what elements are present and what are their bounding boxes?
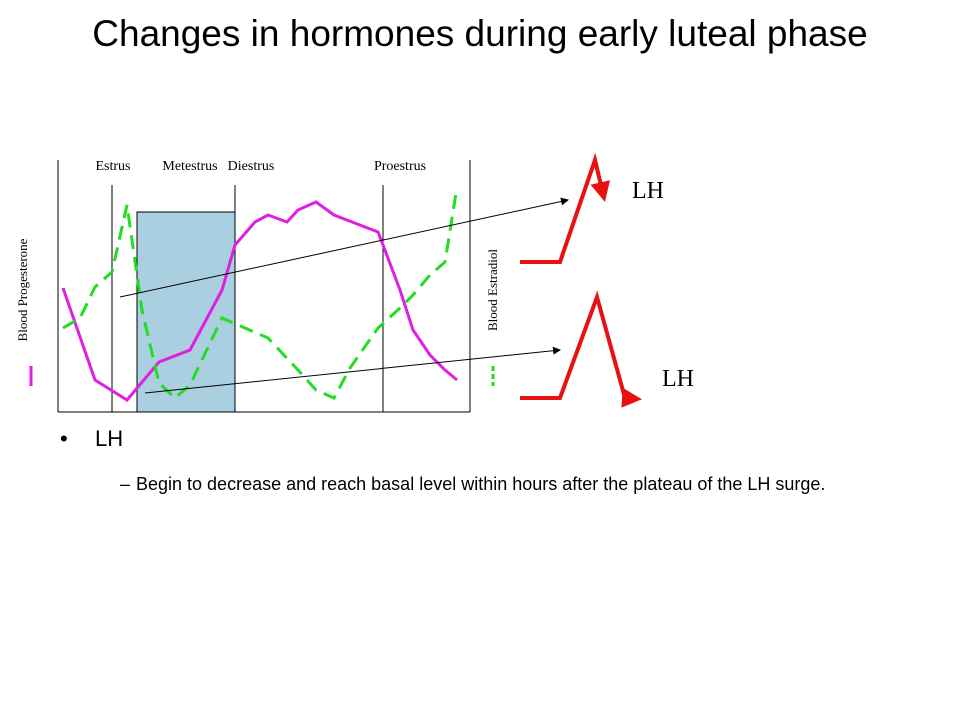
progesterone-curve: [61, 200, 458, 402]
sub-bullet-text: Begin to decrease and reach basal level …: [136, 474, 826, 494]
phase-label: Metestrus: [162, 159, 217, 174]
sub-bullet: – Begin to decrease and reach basal level…: [120, 468, 880, 501]
axis-title: Blood Estradiol: [485, 249, 500, 331]
phase-labels: Estrus Metestrus Diestrus Proestrus: [96, 159, 427, 174]
shaded-phase: [136, 211, 236, 413]
pointer-arrow: [119, 197, 569, 298]
frame: [57, 160, 471, 413]
phase-label: Proestrus: [374, 159, 426, 174]
bullet-text: LH: [95, 426, 124, 451]
lh-label: LH: [662, 366, 694, 392]
axis-title: Blood Progesterone: [15, 238, 30, 341]
estradiol-curve: [62, 186, 459, 401]
phase-label: Diestrus: [228, 159, 275, 174]
phase-label: Estrus: [96, 159, 131, 174]
lh-label: LH: [632, 178, 664, 204]
pointer-arrow: [144, 346, 561, 394]
slide-title: Changes in hormones during early luteal …: [92, 13, 868, 54]
lh-surge-icon: [520, 290, 642, 408]
lh-surge-icon: [520, 152, 611, 264]
